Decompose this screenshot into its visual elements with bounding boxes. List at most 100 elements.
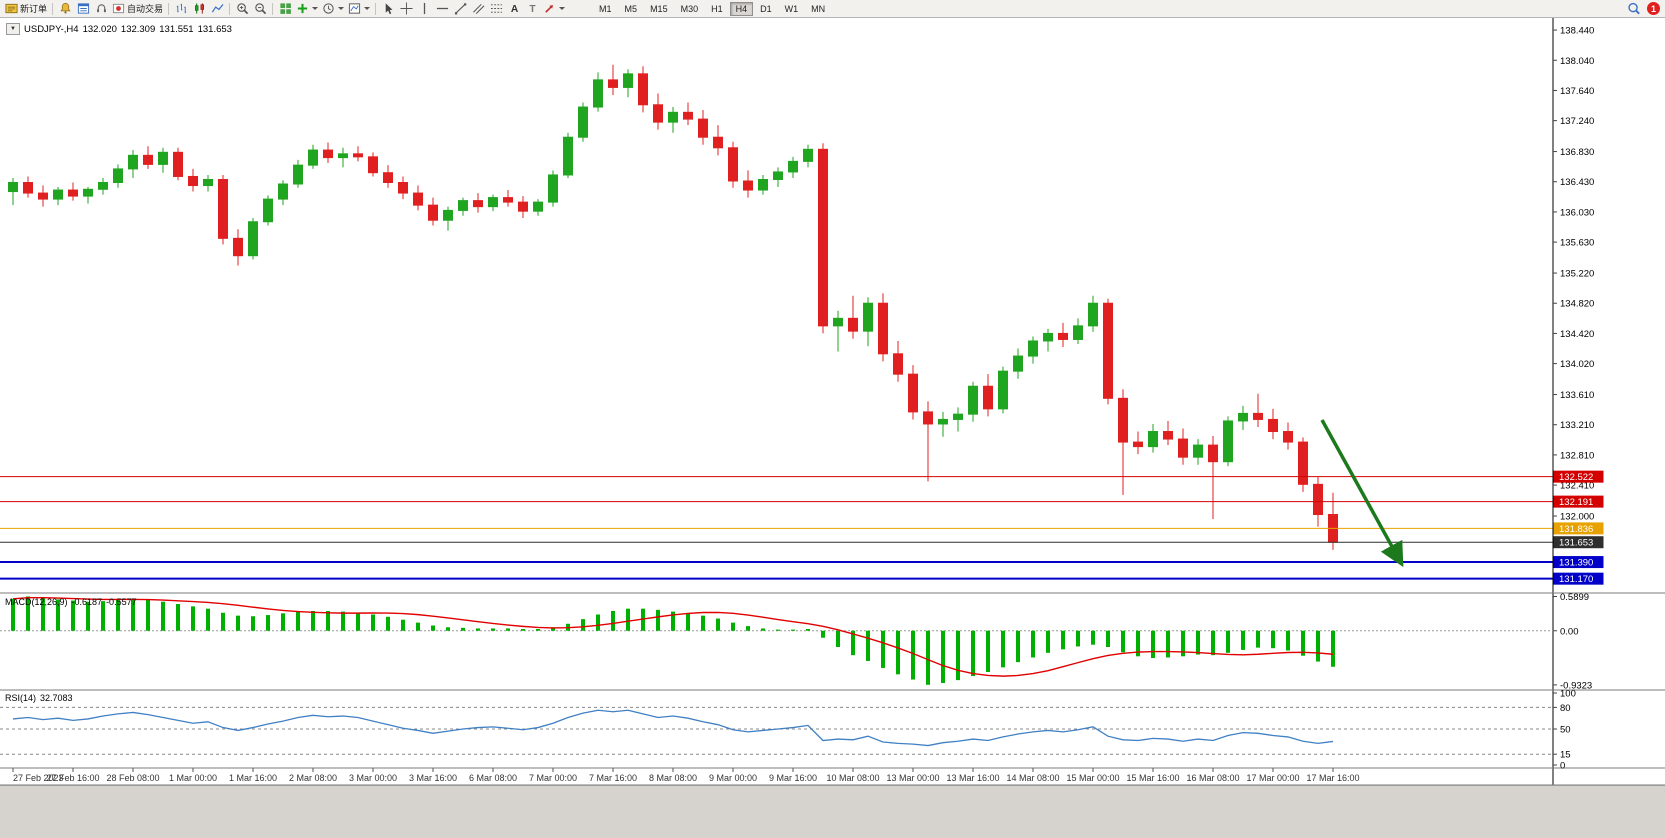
svg-text:7 Mar 00:00: 7 Mar 00:00: [529, 773, 577, 783]
price-tag-132.522: 132.522: [1553, 470, 1604, 483]
bar-chart-button[interactable]: [172, 1, 190, 17]
svg-text:27 Feb 16:00: 27 Feb 16:00: [46, 773, 99, 783]
chevron-down-icon: [559, 7, 566, 10]
svg-text:16 Mar 08:00: 16 Mar 08:00: [1186, 773, 1239, 783]
svg-text:A: A: [510, 4, 518, 15]
cursor-button[interactable]: [379, 1, 397, 17]
cursor-icon: [385, 3, 393, 15]
svg-text:15 Mar 16:00: 15 Mar 16:00: [1126, 773, 1179, 783]
search-icon: [1628, 2, 1640, 14]
candlestick-chart-button[interactable]: [190, 1, 208, 17]
notification-badge[interactable]: 1: [1647, 2, 1660, 15]
svg-text:17 Mar 16:00: 17 Mar 16:00: [1306, 773, 1359, 783]
tile-windows-icon: [279, 3, 291, 14]
fibonacci-button[interactable]: [487, 1, 505, 17]
timeframe-button-mn[interactable]: MN: [811, 3, 826, 14]
svg-text:136.430: 136.430: [1560, 177, 1594, 188]
timeframe-button-h1[interactable]: H1: [711, 3, 723, 14]
svg-text:14 Mar 08:00: 14 Mar 08:00: [1006, 773, 1059, 783]
bar-chart-icon: [176, 3, 186, 14]
alerts-button[interactable]: [56, 1, 74, 17]
new-order-label: 新订单: [20, 4, 48, 14]
clock-icon: [323, 3, 334, 14]
svg-text:1 Mar 16:00: 1 Mar 16:00: [229, 773, 277, 783]
chevron-down-icon: [364, 7, 371, 10]
svg-text:138.040: 138.040: [1560, 56, 1594, 67]
bell-icon: [59, 3, 71, 14]
chart-canvas[interactable]: 138.440 138.040 137.640 137.240 136.830 136.4…: [0, 18, 1665, 786]
toolbar-separator: [52, 2, 54, 15]
data-window-button[interactable]: [74, 1, 92, 17]
svg-text:15 Mar 00:00: 15 Mar 00:00: [1066, 773, 1119, 783]
svg-text:0.00: 0.00: [1560, 626, 1579, 637]
arrow-shapes-icon: [545, 4, 554, 13]
svg-text:28 Feb 08:00: 28 Feb 08:00: [106, 773, 159, 783]
arrow-shapes-button[interactable]: [541, 1, 567, 17]
price-tag-131.653: 131.653: [1553, 536, 1604, 549]
svg-text:134.420: 134.420: [1560, 329, 1594, 340]
svg-text:132.191: 132.191: [1559, 497, 1593, 508]
timeframe-button-d1[interactable]: D1: [760, 3, 772, 14]
timeframe-button-m5[interactable]: M5: [624, 3, 638, 14]
new-order-button[interactable]: 新订单: [3, 1, 49, 17]
svg-text:15: 15: [1560, 750, 1571, 761]
crosshair-button[interactable]: [397, 1, 415, 17]
text-label-icon: T: [529, 4, 536, 15]
autotrading-button[interactable]: 自动交易: [110, 1, 165, 17]
macd-pane: 0.5899 0.00 -0.9323: [0, 592, 1592, 691]
svg-text:1 Mar 00:00: 1 Mar 00:00: [169, 773, 217, 783]
timeframe-button-m15[interactable]: M15: [650, 3, 668, 14]
text-button[interactable]: A: [505, 1, 523, 17]
indicators-button[interactable]: [294, 1, 320, 17]
zoom-in-button[interactable]: [233, 1, 251, 17]
svg-text:135.220: 135.220: [1560, 269, 1594, 280]
toolbar-separator: [168, 2, 170, 15]
new-order-icon: [5, 3, 18, 14]
svg-text:10 Mar 08:00: 10 Mar 08:00: [826, 773, 879, 783]
svg-text:17 Mar 00:00: 17 Mar 00:00: [1246, 773, 1299, 783]
window-footer: [0, 785, 1665, 838]
svg-text:0.5899: 0.5899: [1560, 592, 1589, 603]
zoom-out-button[interactable]: [251, 1, 269, 17]
timeframe-button-m1[interactable]: M1: [599, 3, 612, 14]
tile-windows-button[interactable]: [276, 1, 294, 17]
timeframe-button-m30[interactable]: M30: [680, 3, 699, 14]
indicators-add-icon: [297, 3, 308, 14]
svg-text:13 Mar 16:00: 13 Mar 16:00: [946, 773, 999, 783]
chevron-down-icon: [312, 7, 319, 10]
vertical-line-button[interactable]: [415, 1, 433, 17]
level-lines-layer[interactable]: [0, 476, 1553, 580]
svg-text:3 Mar 00:00: 3 Mar 00:00: [349, 773, 397, 783]
templates-icon: [348, 3, 361, 14]
trend-arrow[interactable]: [1320, 419, 1404, 568]
horizontal-line-icon: [436, 7, 448, 10]
chart-window: 138.440 138.040 137.640 137.240 136.830 136.4…: [0, 18, 1665, 786]
svg-text:136.030: 136.030: [1560, 207, 1594, 218]
line-chart-button[interactable]: [208, 1, 226, 17]
svg-text:131.170: 131.170: [1559, 574, 1593, 585]
crosshair-icon: [399, 2, 413, 15]
candlestick-chart-icon: [194, 3, 204, 14]
zoom-out-icon: [254, 3, 266, 15]
svg-text:133.210: 133.210: [1560, 420, 1594, 431]
timeframe-button-h4[interactable]: H4: [729, 1, 754, 16]
svg-text:7 Mar 16:00: 7 Mar 16:00: [589, 773, 637, 783]
equidistant-channel-button[interactable]: [469, 1, 487, 17]
trendline-button[interactable]: [451, 1, 469, 17]
toolbar-separator: [272, 2, 274, 15]
svg-text:134.020: 134.020: [1560, 359, 1594, 370]
timeframe-button-w1[interactable]: W1: [784, 3, 799, 14]
support-button[interactable]: [92, 1, 110, 17]
search-button[interactable]: [1625, 1, 1643, 17]
horizontal-line-button[interactable]: [433, 1, 451, 17]
templates-button[interactable]: [346, 1, 372, 17]
svg-text:137.640: 137.640: [1560, 86, 1594, 97]
svg-text:27 Feb 2023: 27 Feb 2023: [13, 773, 64, 783]
periods-button[interactable]: [320, 1, 346, 17]
one-click-trading-expander[interactable]: ▼: [6, 23, 20, 35]
toolbar-right: 1: [1625, 1, 1662, 17]
svg-text:132.410: 132.410: [1560, 481, 1594, 492]
text-label-button[interactable]: T: [523, 1, 541, 17]
svg-text:131.390: 131.390: [1559, 558, 1593, 569]
